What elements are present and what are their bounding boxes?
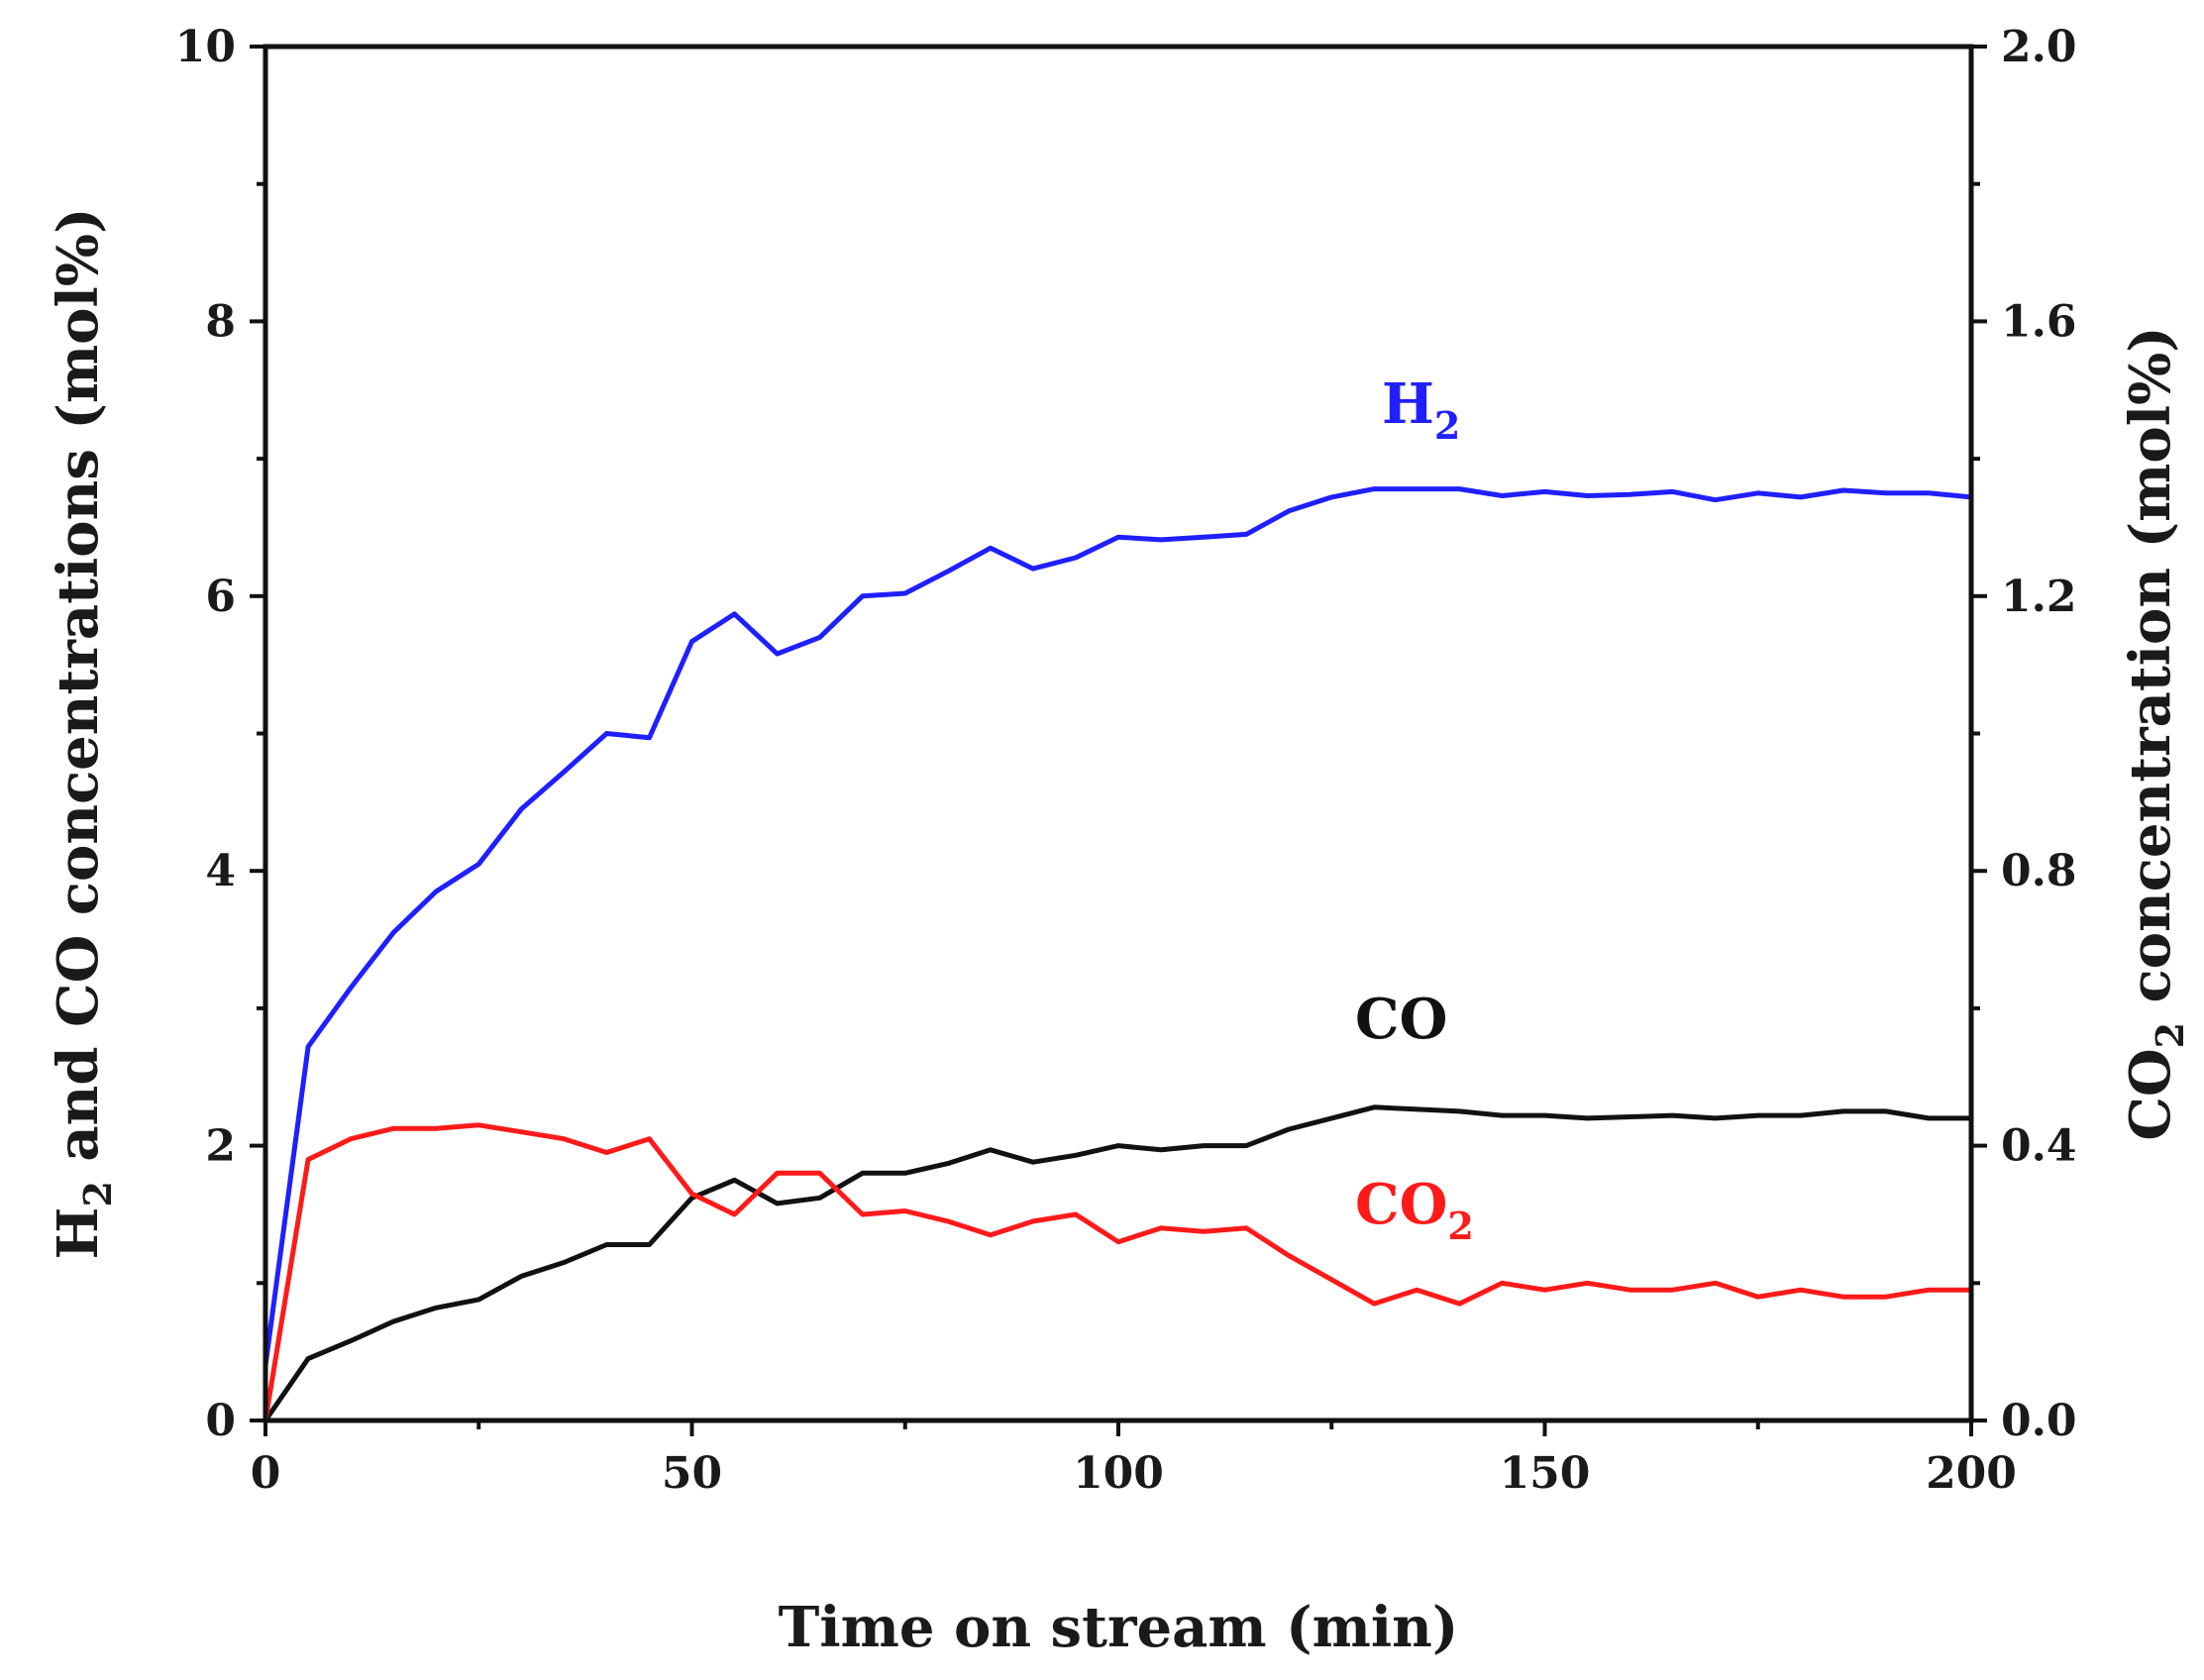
y-right-tick-label: 0.8	[2001, 846, 2077, 896]
x-tick-label: 100	[1073, 1448, 1164, 1499]
labels-layer: 0 50 100 150 200 0 2 4 6 8 10 0.0 0.4 0.8 1.2 1.6 2.0	[175, 22, 2077, 1499]
x-tick-label: 200	[1926, 1448, 2017, 1499]
y-left-axis-title: H2 and CO concentrations (mol%)	[46, 208, 120, 1260]
y-left-title-prefix: H	[46, 1208, 111, 1260]
series-line-co	[262, 1104, 1974, 1423]
ticks-layer	[250, 45, 1987, 1436]
series-label-subscript: 2	[1434, 403, 1460, 448]
y-right-tick-label: 2.0	[2001, 22, 2077, 72]
y-left-tick-label: 0	[205, 1396, 236, 1446]
y-right-tick-label: 1.2	[2001, 572, 2077, 622]
x-axis-title: Time on stream (min)	[779, 1595, 1459, 1660]
series-line-h2	[262, 486, 1974, 1368]
series-label-co: CO	[1355, 987, 1447, 1052]
y-right-tick-label: 1.6	[2001, 296, 2077, 347]
y-right-tick-label: 0.0	[2001, 1396, 2077, 1446]
series-label-subscript: 2	[1447, 1204, 1473, 1248]
series-layer	[262, 486, 1974, 1423]
y-left-tick-label: 8	[205, 296, 236, 347]
series-label-main: CO	[1355, 987, 1447, 1052]
y-right-title-rest: concentration (mol%)	[2118, 326, 2183, 1022]
x-tick-label: 0	[251, 1448, 281, 1499]
y-right-axis-title: CO2 concentration (mol%)	[2118, 326, 2192, 1140]
y-left-tick-label: 6	[205, 572, 236, 622]
series-label-h2: H2	[1382, 371, 1460, 448]
series-line-co2	[262, 1122, 1974, 1423]
x-tick-label: 50	[662, 1448, 722, 1499]
y-left-tick-label: 2	[205, 1121, 236, 1172]
y-left-tick-label: 10	[175, 22, 236, 72]
series-label-co2: CO2	[1355, 1172, 1474, 1248]
y-left-tick-label: 4	[205, 846, 236, 896]
series-label-main: H	[1382, 371, 1434, 437]
series-label-main: CO	[1355, 1172, 1447, 1237]
y-right-title-subscript: 2	[2148, 1022, 2192, 1048]
y-left-title-subscript: 2	[75, 1181, 120, 1207]
y-right-title-prefix: CO	[2118, 1048, 2183, 1140]
x-tick-label: 150	[1500, 1448, 1591, 1499]
y-right-tick-label: 0.4	[2001, 1121, 2077, 1172]
y-left-title-rest: and CO concentrations (mol%)	[46, 208, 111, 1182]
